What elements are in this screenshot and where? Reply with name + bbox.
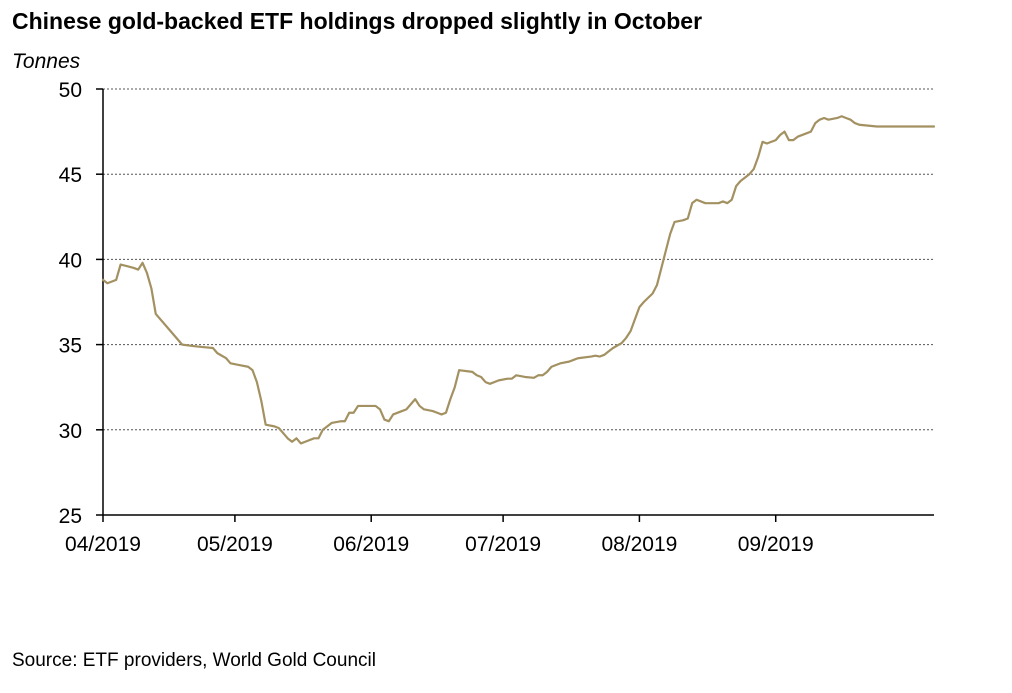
series-line <box>101 115 936 445</box>
x-tick-label: 04/2019 <box>65 533 141 556</box>
x-tick-label: 07/2019 <box>465 533 541 556</box>
y-tick-label: 50 <box>59 79 82 102</box>
series <box>101 115 936 445</box>
y-tick-label: 30 <box>59 420 82 443</box>
x-tick-label: 08/2019 <box>601 533 677 556</box>
y-tick-label: 25 <box>59 505 82 528</box>
gridlines <box>103 88 934 431</box>
y-tick-label: 45 <box>59 164 82 187</box>
y-tick-label: 40 <box>59 249 82 272</box>
x-tick-label: 09/2019 <box>738 533 814 556</box>
source-note: Source: ETF providers, World Gold Counci… <box>12 650 376 671</box>
chart-title: Chinese gold-backed ETF holdings dropped… <box>12 8 703 34</box>
y-axis-unit-label: Tonnes <box>12 50 81 73</box>
x-tick-label: 06/2019 <box>333 533 409 556</box>
x-tick-label: 05/2019 <box>197 533 273 556</box>
axes <box>96 88 934 522</box>
tick-labels: 25 30 35 40 45 50 04/2019 05/2019 06/2019 07/2019… <box>59 79 814 556</box>
y-tick-label: 35 <box>59 335 82 358</box>
